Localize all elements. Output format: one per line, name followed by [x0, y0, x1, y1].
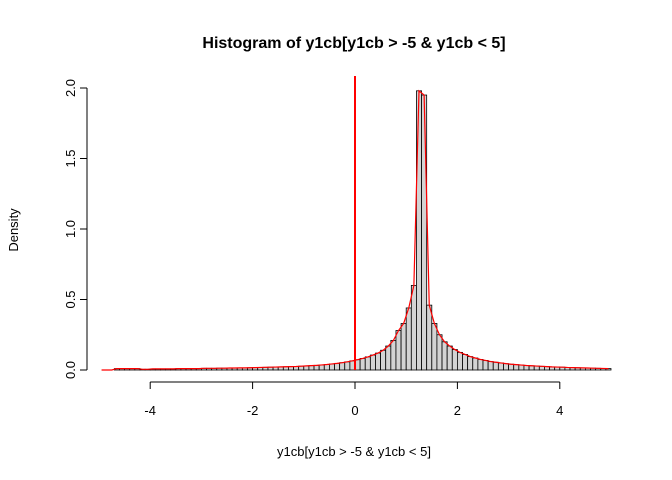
- histogram-bar: [323, 364, 330, 371]
- x-tick-label: -4: [144, 403, 156, 418]
- y-tick-label: 0.0: [63, 361, 78, 379]
- histogram-bar: [492, 361, 499, 371]
- histogram-bar: [472, 357, 479, 371]
- histogram-bar: [410, 284, 417, 371]
- histogram-bar: [380, 349, 387, 371]
- histogram-bar: [375, 352, 382, 371]
- y-tick-label: 2.0: [63, 79, 78, 97]
- x-tick-label: 4: [556, 403, 563, 418]
- histogram-bar: [431, 323, 438, 371]
- histogram-bar: [477, 359, 484, 371]
- x-tick-label: 0: [351, 403, 358, 418]
- histogram-bar: [405, 307, 412, 371]
- histogram-bar: [318, 364, 325, 371]
- histogram-bars: [113, 90, 612, 371]
- histogram-bar: [451, 349, 458, 371]
- histogram-bar: [416, 90, 422, 371]
- x-axis: -4 -2 0 2 4: [144, 381, 563, 418]
- histogram-bar: [503, 363, 510, 371]
- histogram-bar: [328, 363, 335, 371]
- histogram-bar: [400, 323, 407, 371]
- histogram-bar: [497, 362, 504, 371]
- y-axis: 0.0 0.5 1.0 1.5 2.0: [63, 79, 88, 379]
- histogram-bar: [446, 345, 453, 371]
- histogram-bar: [385, 345, 392, 371]
- histogram-bar: [421, 94, 428, 371]
- histogram-bar: [436, 334, 443, 371]
- histogram-bar: [369, 354, 376, 371]
- histogram-bar: [487, 361, 494, 371]
- chart-title: Histogram of y1cb[y1cb > -5 & y1cb < 5]: [202, 35, 505, 52]
- histogram-bar: [390, 339, 397, 371]
- density-curve-layer: [101, 76, 609, 371]
- histogram-bar: [344, 361, 351, 371]
- histogram-bar: [339, 362, 346, 371]
- histogram-bar: [508, 363, 515, 371]
- histogram-bar: [426, 304, 433, 371]
- histogram-bar: [456, 351, 463, 371]
- histogram-bar: [513, 364, 520, 371]
- x-tick-label: -2: [247, 403, 259, 418]
- x-axis-label: y1cb[y1cb > -5 & y1cb < 5]: [277, 444, 431, 459]
- y-tick-label: 1.5: [63, 149, 78, 167]
- histogram-bar: [467, 356, 474, 371]
- histogram-bar: [359, 358, 366, 371]
- histogram-bar: [482, 360, 489, 371]
- y-tick-label: 0.5: [63, 290, 78, 308]
- histogram-bar: [395, 330, 402, 371]
- histogram-bar: [364, 356, 371, 371]
- histogram-bar: [441, 341, 448, 371]
- y-axis-label: Density: [6, 208, 21, 252]
- x-tick-label: 2: [454, 403, 461, 418]
- histogram-bar: [334, 362, 341, 371]
- y-tick-label: 1.0: [63, 220, 78, 238]
- histogram-bar: [462, 354, 469, 371]
